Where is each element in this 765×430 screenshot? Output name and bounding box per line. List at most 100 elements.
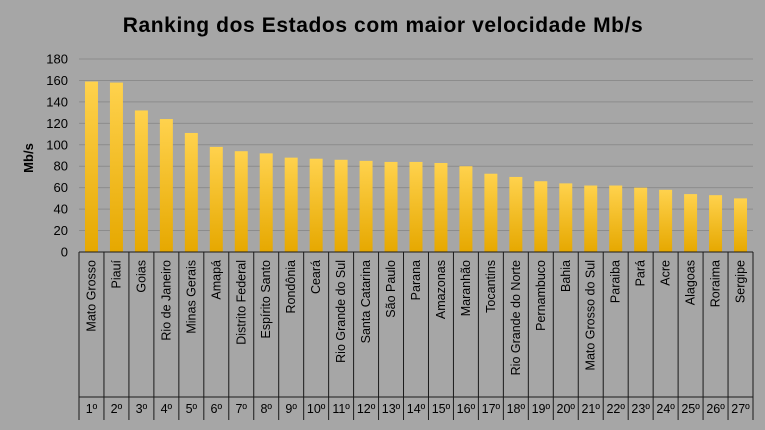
x-tick-label: Rio Grande do Sul	[334, 260, 348, 363]
bar	[284, 157, 298, 252]
bar	[559, 183, 573, 252]
y-tick-label: 160	[46, 73, 68, 88]
rank-label: 12º	[357, 402, 376, 416]
x-tick-label: Amapá	[209, 260, 223, 300]
bar	[584, 185, 598, 252]
y-axis-ticks: 0 20 40 60 80 100 120 140 160 180	[46, 52, 68, 260]
rank-label: 24º	[656, 402, 675, 416]
x-tick-label: Rondônia	[284, 260, 298, 314]
bar	[309, 158, 323, 252]
bar	[534, 181, 548, 252]
rank-label: 16º	[457, 402, 476, 416]
x-tick-label: Acre	[659, 260, 673, 286]
x-tick-label: São Paulo	[384, 260, 398, 318]
x-tick-label: Roraima	[709, 260, 723, 307]
x-tick-label: Sergipe	[734, 260, 748, 303]
rank-label: 9º	[285, 402, 297, 416]
rank-label: 5º	[186, 402, 198, 416]
bar	[734, 198, 748, 252]
rank-labels: 1º 2º 3º 4º 5º 6º 7º 8º 9º 10º 11º 12º 13º 14º 15º 16º 1…	[86, 402, 750, 416]
bar	[184, 132, 198, 252]
bar	[134, 110, 148, 252]
rank-label: 7º	[235, 402, 247, 416]
rank-label: 11º	[332, 402, 350, 416]
bar	[409, 161, 423, 252]
y-tick-label: 20	[54, 223, 68, 238]
rank-label: 20º	[557, 402, 576, 416]
x-tick-label: Santa Catarina	[359, 260, 373, 343]
rank-label: 27º	[731, 402, 750, 416]
x-tick-label: Mato Grosso do Sul	[584, 260, 598, 370]
x-tick-label: Paraiba	[609, 260, 623, 303]
y-tick-label: 180	[46, 52, 68, 67]
y-tick-label: 60	[54, 180, 68, 195]
rank-label: 13º	[382, 402, 401, 416]
rank-label: 1º	[86, 402, 98, 416]
x-tick-label: Bahia	[559, 260, 573, 292]
rank-label: 22º	[606, 402, 625, 416]
bar	[609, 185, 623, 252]
x-tick-label: Pará	[634, 260, 648, 286]
x-tick-label: Pernambuco	[534, 260, 548, 331]
x-tick-label: Rio Grande do Norte	[509, 260, 523, 375]
bar	[659, 189, 673, 252]
bar	[209, 146, 223, 252]
x-tick-label: Piauí	[109, 259, 123, 288]
bar	[159, 119, 173, 253]
rank-label: 14º	[407, 402, 426, 416]
bar	[334, 159, 348, 252]
bar	[434, 163, 448, 252]
rank-label: 6º	[211, 402, 223, 416]
x-tick-label: Ceará	[309, 260, 323, 294]
bar	[634, 187, 648, 252]
x-tick-label: Distrito Federal	[234, 260, 248, 345]
bar	[484, 173, 498, 252]
x-tick-label: Rio de Janeiro	[159, 260, 173, 341]
bars	[84, 81, 748, 253]
bar	[509, 176, 523, 252]
y-tick-label: 80	[54, 159, 68, 174]
x-tick-label: Espírito Santo	[259, 260, 273, 339]
bar	[84, 81, 98, 253]
bar	[359, 160, 373, 252]
rank-label: 15º	[432, 402, 451, 416]
rank-label: 4º	[161, 402, 173, 416]
y-axis-label: Mb/s	[21, 143, 36, 173]
bar	[259, 153, 273, 252]
rank-label: 18º	[507, 402, 526, 416]
rank-label: 19º	[532, 402, 551, 416]
x-axis-labels: Mato Grosso Piauí Goias Rio de Janeiro Minas…	[84, 259, 747, 375]
bar	[384, 161, 398, 252]
x-tick-label: Maranhão	[459, 260, 473, 316]
bar	[109, 82, 123, 252]
x-tick-label: Tocantins	[484, 260, 498, 313]
rank-label: 21º	[581, 402, 600, 416]
x-tick-label: Minas Gerais	[184, 260, 198, 334]
rank-label: 10º	[307, 402, 326, 416]
bar	[459, 166, 473, 252]
y-tick-label: 100	[46, 137, 68, 152]
bar	[684, 194, 698, 252]
rank-label: 23º	[631, 402, 650, 416]
category-table	[78, 251, 754, 420]
rank-label: 17º	[482, 402, 501, 416]
bar	[709, 195, 723, 252]
chart-title: Ranking dos Estados com maior velocidade…	[123, 14, 644, 37]
y-tick-label: 0	[61, 245, 68, 260]
x-tick-label: Parana	[409, 260, 423, 300]
rank-label: 26º	[706, 402, 725, 416]
rank-label: 25º	[681, 402, 700, 416]
x-tick-label: Amazonas	[434, 260, 448, 319]
y-tick-label: 140	[46, 94, 68, 109]
x-tick-label: Goias	[134, 260, 148, 293]
rank-label: 8º	[260, 402, 272, 416]
x-tick-label: Mato Grosso	[84, 260, 98, 332]
rank-label: 3º	[136, 402, 148, 416]
rank-label: 2º	[111, 402, 123, 416]
y-tick-label: 40	[54, 202, 68, 217]
y-tick-label: 120	[46, 116, 68, 131]
x-tick-label: Alagoas	[684, 260, 698, 305]
bar	[234, 151, 248, 252]
